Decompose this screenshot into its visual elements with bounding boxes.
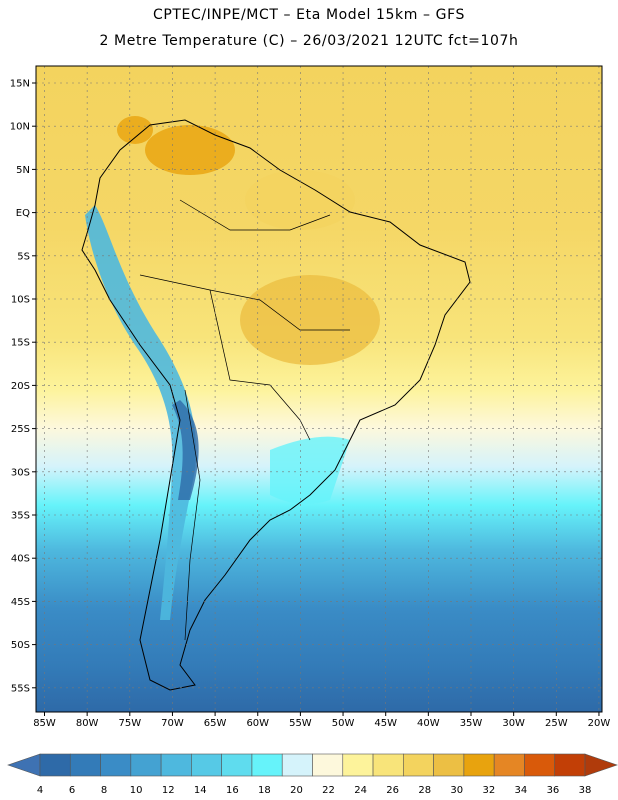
colorbar-label: 20 bbox=[290, 785, 303, 796]
colorbar-swatch bbox=[554, 753, 586, 777]
latitude-label: 15N bbox=[10, 79, 30, 90]
country-border bbox=[209, 289, 311, 441]
longitude-labels: 85W 80W 75W 70W 65W 60W 55W 50W 45W 40W 35W 30W 25W 2… bbox=[33, 718, 610, 729]
latitude-label: 5S bbox=[17, 251, 30, 262]
latitude-label: 35S bbox=[11, 511, 30, 522]
latitude-label: 20S bbox=[11, 381, 30, 392]
colorbar-swatch bbox=[281, 753, 313, 777]
colorbar-low-arrow bbox=[7, 753, 41, 777]
andes-cold-band bbox=[85, 205, 196, 620]
colorbar-labels: 4 6 8 10 12 14 16 18 20 22 24 26 28 30 32 34 36 38 bbox=[37, 785, 592, 796]
colorbar-label: 18 bbox=[258, 785, 271, 796]
colorbar-label: 12 bbox=[162, 785, 175, 796]
longitude-label: 30W bbox=[502, 718, 525, 729]
chart-title: CPTEC/INPE/MCT – Eta Model 15km – GFS bbox=[152, 7, 466, 23]
latitude-label: 15S bbox=[11, 338, 30, 349]
longitude-label: 25W bbox=[545, 718, 568, 729]
colorbar-swatch bbox=[403, 753, 434, 777]
ocean-field bbox=[36, 66, 602, 712]
latitude-label: 55S bbox=[11, 683, 30, 694]
longitude-label: 20W bbox=[588, 718, 611, 729]
hot-region bbox=[145, 125, 235, 175]
coastline bbox=[81, 119, 471, 691]
colorbar-label: 34 bbox=[515, 785, 528, 796]
colorbar-swatch bbox=[251, 753, 283, 777]
colorbar-swatch bbox=[312, 753, 344, 777]
longitude-label: 65W bbox=[204, 718, 227, 729]
colorbar-swatch bbox=[160, 753, 192, 777]
longitude-label: 55W bbox=[289, 718, 312, 729]
colorbar-label: 38 bbox=[579, 785, 592, 796]
latitude-label: 50S bbox=[11, 640, 30, 651]
colorbar-swatch bbox=[524, 753, 556, 777]
longitude-label: 45W bbox=[374, 718, 397, 729]
latitude-label: EQ bbox=[16, 208, 30, 219]
latitude-label: 45S bbox=[11, 597, 30, 608]
colorbar-label: 24 bbox=[354, 785, 367, 796]
longitude-label: 75W bbox=[118, 718, 141, 729]
longitude-label: 40W bbox=[417, 718, 440, 729]
hot-region bbox=[117, 116, 153, 144]
latitude-label: 10N bbox=[10, 122, 30, 133]
colorbar-label: 16 bbox=[226, 785, 239, 796]
warm-region bbox=[240, 275, 380, 365]
colorbar-label: 36 bbox=[547, 785, 560, 796]
cool-region bbox=[270, 436, 350, 504]
latitude-label: 25S bbox=[11, 424, 30, 435]
colorbar bbox=[7, 753, 618, 777]
colorbar-swatch bbox=[191, 753, 222, 777]
map-frame bbox=[35, 65, 603, 713]
warm-region bbox=[245, 170, 355, 230]
longitude-label: 60W bbox=[246, 718, 269, 729]
colorbar-label: 4 bbox=[37, 785, 43, 796]
colorbar-high-arrow bbox=[584, 753, 618, 777]
graticule bbox=[36, 66, 602, 712]
colorbar-swatch bbox=[100, 753, 132, 777]
colorbar-swatch bbox=[39, 753, 71, 777]
colorbar-label: 28 bbox=[418, 785, 431, 796]
andes-coldest-band bbox=[172, 400, 199, 500]
axis-ticks bbox=[32, 82, 600, 716]
colorbar-swatch bbox=[372, 753, 404, 777]
colorbar-swatch bbox=[221, 753, 253, 777]
country-border bbox=[184, 389, 201, 641]
latitude-label: 30S bbox=[11, 467, 30, 478]
chart-subtitle: 2 Metre Temperature (C) – 26/03/2021 12U… bbox=[99, 33, 519, 49]
longitude-label: 85W bbox=[33, 718, 56, 729]
colorbar-swatch bbox=[433, 753, 465, 777]
colorbar-label: 8 bbox=[101, 785, 107, 796]
colorbar-swatch bbox=[463, 753, 495, 777]
colorbar-label: 32 bbox=[482, 785, 495, 796]
country-border bbox=[179, 199, 331, 231]
colorbar-swatch bbox=[130, 753, 162, 777]
colorbar-label: 6 bbox=[69, 785, 75, 796]
colorbar-label: 14 bbox=[194, 785, 207, 796]
colorbar-label: 10 bbox=[130, 785, 143, 796]
colorbar-label: 22 bbox=[322, 785, 335, 796]
colorbar-label: 26 bbox=[386, 785, 399, 796]
colorbar-swatch bbox=[493, 753, 525, 777]
colorbar-swatch bbox=[69, 753, 101, 777]
country-border bbox=[139, 274, 350, 331]
latitude-labels: 15N 10N 5N EQ 5S 10S 15S 20S 25S 30S 35S 40S 45S 50S 5… bbox=[10, 79, 30, 695]
latitude-label: 40S bbox=[11, 554, 30, 565]
latitude-label: 10S bbox=[11, 295, 30, 306]
latitude-label: 5N bbox=[16, 165, 30, 176]
longitude-label: 50W bbox=[332, 718, 355, 729]
longitude-label: 70W bbox=[161, 718, 184, 729]
longitude-label: 80W bbox=[76, 718, 99, 729]
colorbar-swatch bbox=[342, 753, 374, 777]
longitude-label: 35W bbox=[460, 718, 483, 729]
colorbar-label: 30 bbox=[450, 785, 463, 796]
